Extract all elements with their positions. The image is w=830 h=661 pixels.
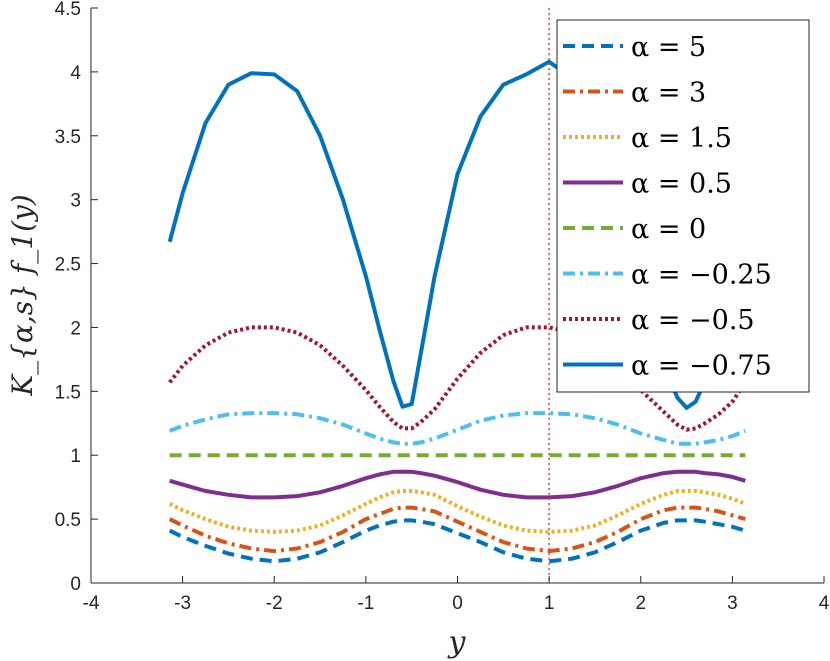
x-tick-label: -1 [357,593,374,614]
x-tick-label: 4 [819,593,830,614]
legend-label: α = 3 [631,78,706,109]
series-line-5 [168,411,747,446]
legend-label: α = 0.5 [631,169,732,200]
series-line-6 [168,325,747,432]
x-tick-label: -3 [174,593,191,614]
series-line-0 [168,518,746,564]
legend-label: α = −0.75 [631,351,772,382]
x-tick-label: 3 [727,593,738,614]
legend: α = 5 α = 3 α = 1.5 α = 0.5 α = 0 α = −0.25 α … [556,19,810,393]
legend-label: α = 1.5 [631,123,732,154]
series-line-1 [168,505,746,554]
series-line-2 [168,489,747,534]
y-axis-label: K_{α,s} f_1(y) [6,194,39,396]
x-axis-label: y [447,625,467,660]
legend-label: α = −0.25 [631,260,772,291]
legend-label: α = 0 [631,214,706,245]
series-line-7 [167,59,748,410]
axes-layer: -4 -3 -2 -1 0 1 2 3 4 0 0.5 1 1.5 2 2.5 3 3.5 4 4.5 [55,0,830,614]
y-tick-label: 0 [70,574,81,595]
x-tick-label: 2 [635,593,646,614]
y-tick-label: 4 [70,63,81,84]
y-tick-label: 0.5 [55,510,81,531]
y-tick-label: 2.5 [55,255,81,276]
series-layer [167,59,748,564]
y-tick-label: 3.5 [55,127,81,148]
series-line-3 [169,469,746,500]
x-tick-label: 1 [544,593,555,614]
legend-label: α = −0.5 [631,305,755,336]
y-tick-label: 1.5 [55,382,81,403]
y-tick-label: 2 [70,318,81,339]
y-tick-label: 1 [70,446,81,467]
x-tick-label: 0 [452,593,463,614]
x-tick-label: -2 [266,593,283,614]
y-tick-label: 3 [70,191,81,212]
y-tick-label: 4.5 [55,0,81,20]
legend-label: α = 5 [631,32,706,63]
x-tick-label: -4 [83,593,100,614]
legend-box [556,19,810,393]
